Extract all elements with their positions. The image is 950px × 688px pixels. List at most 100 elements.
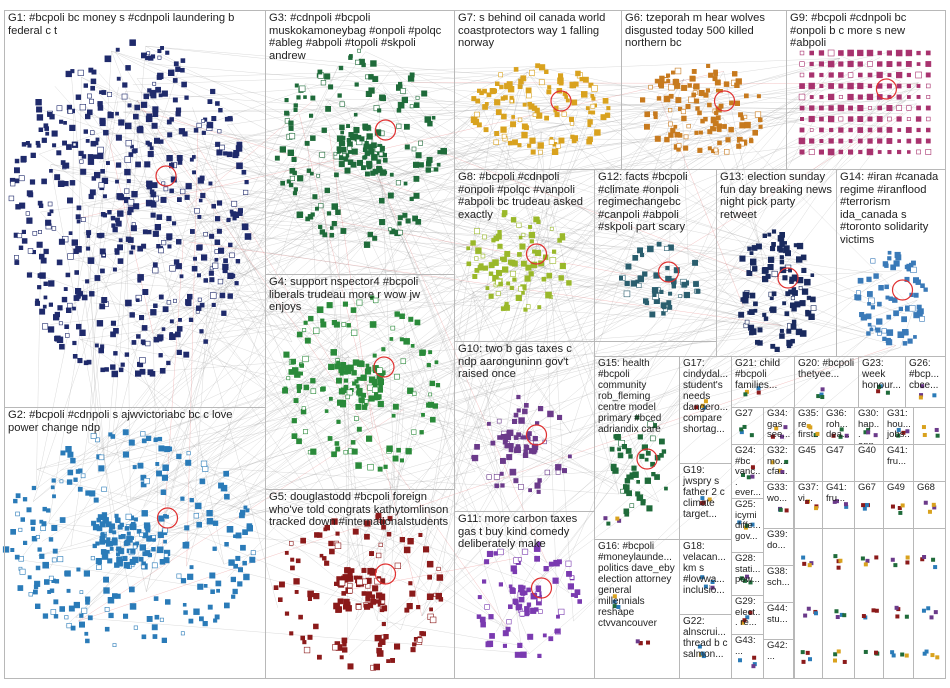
group-cell-g40[interactable]: G40 — [854, 444, 884, 482]
group-cell-small-col2[interactable] — [822, 528, 855, 679]
self-loop-marker — [374, 119, 397, 141]
group-cell-g18[interactable]: G18: velacan... km s #lowwa... inclusio.… — [679, 539, 732, 615]
group-cell-g5[interactable]: G5: douglastodd #bcpoli foreign who've t… — [265, 489, 455, 679]
group-cell-g9[interactable]: G9: #bcpoli #cdnpoli bc #onpoli b c more… — [786, 10, 946, 170]
node — [329, 226, 334, 230]
group-cell-g19[interactable]: G19: jwspry s father 2 c climate target.… — [679, 463, 732, 540]
group-cell-g41[interactable]: G41: fru... — [822, 481, 855, 529]
group-cell-g44[interactable]: G43: ... — [731, 634, 764, 679]
group-cell-g12[interactable]: G12: facts #bcpoli #climate #onpoli regi… — [594, 169, 717, 342]
group-cell-g49[interactable]: G47 — [822, 444, 855, 482]
edge — [196, 231, 244, 344]
group-cell-g21[interactable]: G21: child #bcpoli families... — [731, 356, 795, 408]
group-cell-g39[interactable]: G39: do... — [763, 528, 794, 566]
node — [226, 525, 234, 533]
node — [71, 239, 79, 246]
node — [331, 221, 337, 227]
node — [127, 199, 135, 206]
group-cell-g25[interactable]: G25: icymi diffe... gov... — [731, 498, 764, 553]
node — [67, 469, 74, 476]
node — [192, 155, 196, 159]
group-cell-g28[interactable]: G28: stati... pow... — [731, 552, 764, 596]
group-cell-g26[interactable]: G26: #bcp... cbce... — [905, 356, 946, 408]
node — [67, 253, 74, 260]
node — [152, 634, 158, 639]
group-cell-small-col5[interactable] — [913, 528, 946, 679]
group-cell-g29[interactable]: G29: elect... re... — [731, 595, 764, 635]
node — [233, 563, 239, 569]
group-cell-g23[interactable]: G23: week honour... — [858, 356, 906, 408]
group-cell-g31-a[interactable]: G31: hou... jobs... — [883, 407, 914, 445]
group-cell-g10[interactable]: G10: two b gas taxes c ndp aaronguninn g… — [454, 341, 595, 512]
group-cell-g16[interactable]: G16: #bcpoli #moneylaunde... politics da… — [594, 539, 680, 679]
node — [356, 387, 363, 394]
group-cell-g30[interactable]: G30: hap... ann... — [854, 407, 884, 445]
group-cell-g8[interactable]: G8: #bcpoli #cdnpoli #onpoli #polqc #van… — [454, 169, 595, 342]
group-cell-g37[interactable]: G37: vi... — [794, 481, 823, 529]
node — [133, 203, 140, 210]
node — [45, 219, 52, 226]
group-cell-g54[interactable]: G49 — [883, 481, 914, 529]
group-cell-g20[interactable]: G20: #bcpoli thetyee... — [794, 356, 859, 408]
group-cell-g42b[interactable] — [913, 444, 946, 482]
group-cell-g47[interactable]: G45 — [794, 444, 823, 482]
node — [243, 505, 248, 510]
edge — [125, 91, 579, 126]
node — [36, 143, 41, 148]
group-cell-g34[interactable]: G34: gas see... — [763, 407, 794, 445]
group-cell-g36[interactable]: G36: roh... dea... — [822, 407, 855, 445]
group-cell-g31-b[interactable] — [913, 407, 946, 445]
node — [54, 579, 60, 584]
node — [392, 455, 399, 462]
group-cell-g22[interactable]: G22: alnscrui... thread b c salmon... — [679, 614, 732, 679]
group-cell-g15[interactable]: G15: health #bcpoli community rob_flemin… — [594, 356, 680, 540]
node — [316, 173, 321, 178]
group-cell-g14[interactable]: G14: #iran #canada regime #iranflood #te… — [836, 169, 946, 357]
group-cell-g68[interactable]: G68 — [913, 481, 946, 529]
group-cell-g6[interactable]: G6: tzeporah m hear wolves disgusted tod… — [621, 10, 787, 170]
node — [244, 233, 252, 240]
edge — [86, 269, 667, 542]
node — [26, 190, 33, 197]
group-cell-g45[interactable]: G44: stu... — [763, 602, 794, 640]
node — [290, 358, 296, 365]
group-cell-g17[interactable]: G17: cindydal... student's needs dangero… — [679, 356, 732, 464]
node — [135, 161, 141, 168]
group-cell-g67[interactable]: G67 — [854, 481, 884, 529]
group-cell-small-col1[interactable] — [794, 528, 823, 679]
node — [107, 596, 115, 604]
node — [18, 245, 24, 250]
group-cell-g1[interactable]: G1: #bcpoli bc money s #cdnpoli launderi… — [4, 10, 266, 408]
node — [163, 186, 169, 192]
node — [207, 99, 213, 104]
edge — [423, 291, 474, 553]
node — [44, 126, 50, 131]
group-cell-g42[interactable]: G41: fru... — [883, 444, 914, 482]
group-cell-g7[interactable]: G7: s behind oil canada world coastprote… — [454, 10, 622, 170]
group-cell-g13[interactable]: G13: election sunday fun day breaking ne… — [716, 169, 837, 357]
node — [74, 270, 79, 275]
group-cell-g33[interactable]: G33: wo... — [763, 481, 794, 529]
node — [159, 367, 166, 374]
group-cell-small-col3[interactable] — [854, 528, 884, 679]
group-cell-g38[interactable]: G38: sch... — [763, 565, 794, 603]
group-cell-g35[interactable]: G35: re first... — [794, 407, 823, 445]
node — [41, 178, 47, 185]
group-cell-g43[interactable]: G42: ... — [763, 639, 794, 679]
group-cell-g2[interactable]: G2: #bcpoli #cdnpoli s ajwvictoriabc bc … — [4, 407, 266, 679]
group-cell-small-col4[interactable] — [883, 528, 914, 679]
group-label-g37: G37: vi... — [798, 482, 822, 504]
group-cell-g24[interactable]: G24: #bc vanc... ever... — [731, 444, 764, 499]
group-cell-g27[interactable]: G27 — [731, 407, 764, 445]
edge — [136, 130, 835, 559]
node — [152, 81, 157, 86]
group-cell-g11[interactable]: G11: more carbon taxes gas t buy kind co… — [454, 511, 595, 679]
node — [279, 146, 286, 153]
edge — [392, 68, 528, 262]
node — [51, 557, 57, 563]
group-cell-g4[interactable]: G4: support nspector4 #bcpoli liberals t… — [265, 274, 455, 490]
group-cell-g32[interactable]: G32: mo... cfa... — [763, 444, 794, 482]
node — [325, 106, 331, 112]
node — [90, 78, 97, 85]
group-cell-g3[interactable]: G3: #cdnpoli #bcpoli muskokamoneybag #on… — [265, 10, 455, 275]
